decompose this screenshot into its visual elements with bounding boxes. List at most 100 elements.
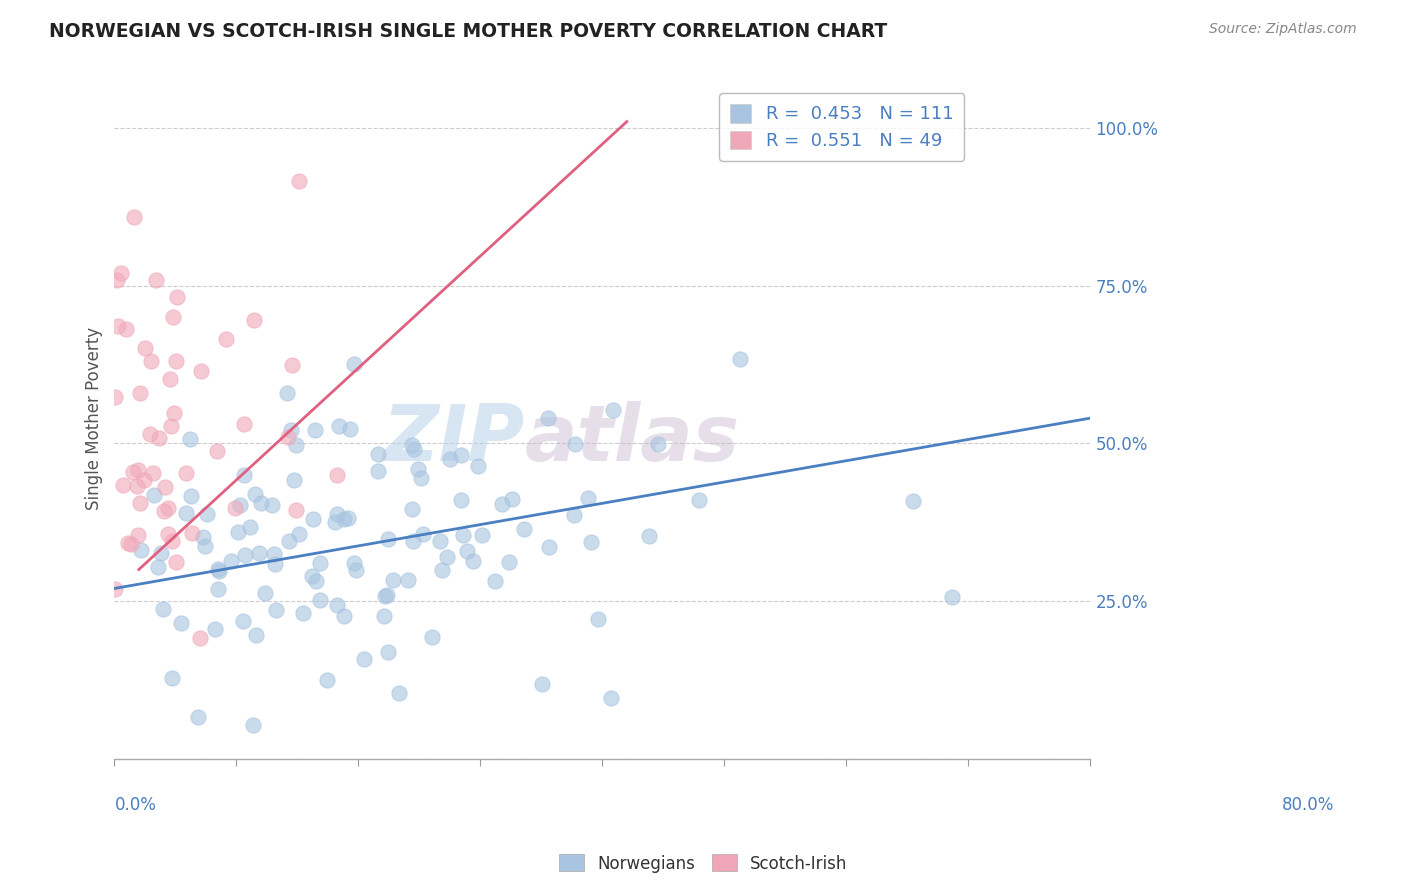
Y-axis label: Single Mother Poverty: Single Mother Poverty	[86, 326, 103, 509]
Point	[377, 532, 399, 546]
Point	[188, 631, 211, 645]
Point	[160, 534, 183, 549]
Point	[247, 546, 270, 560]
Point	[941, 591, 963, 605]
Point	[153, 480, 176, 494]
Point	[121, 465, 143, 479]
Point	[412, 526, 434, 541]
Point	[191, 530, 214, 544]
Point	[581, 535, 603, 549]
Point	[224, 500, 246, 515]
Point	[229, 498, 252, 512]
Point	[537, 410, 560, 425]
Point	[232, 614, 254, 628]
Point	[281, 359, 304, 373]
Point	[242, 313, 264, 327]
Point	[157, 527, 180, 541]
Point	[406, 462, 429, 476]
Legend: Norwegians, Scotch-Irish: Norwegians, Scotch-Irish	[553, 847, 853, 880]
Point	[647, 437, 669, 451]
Point	[104, 582, 127, 596]
Point	[127, 479, 149, 493]
Point	[180, 525, 202, 540]
Point	[149, 546, 172, 560]
Point	[308, 556, 330, 570]
Text: Source: ZipAtlas.com: Source: ZipAtlas.com	[1209, 22, 1357, 37]
Point	[187, 710, 209, 724]
Point	[145, 272, 167, 286]
Point	[302, 512, 325, 526]
Text: atlas: atlas	[524, 401, 740, 476]
Point	[242, 718, 264, 732]
Point	[373, 609, 395, 624]
Point	[564, 508, 586, 523]
Point	[142, 488, 165, 502]
Point	[374, 589, 396, 603]
Point	[283, 473, 305, 487]
Point	[339, 422, 361, 436]
Point	[132, 473, 155, 487]
Point	[134, 341, 156, 355]
Point	[586, 612, 609, 626]
Point	[531, 677, 554, 691]
Point	[105, 273, 128, 287]
Point	[208, 564, 231, 578]
Text: 0.0%: 0.0%	[114, 797, 156, 814]
Point	[156, 501, 179, 516]
Point	[215, 332, 238, 346]
Point	[264, 557, 287, 571]
Point	[484, 574, 506, 588]
Point	[180, 489, 202, 503]
Point	[332, 511, 354, 525]
Point	[402, 533, 425, 548]
Point	[114, 321, 136, 335]
Point	[375, 588, 398, 602]
Point	[688, 492, 710, 507]
Point	[250, 496, 273, 510]
Point	[195, 507, 218, 521]
Point	[326, 468, 349, 483]
Point	[305, 574, 328, 588]
Text: NORWEGIAN VS SCOTCH-IRISH SINGLE MOTHER POVERTY CORRELATION CHART: NORWEGIAN VS SCOTCH-IRISH SINGLE MOTHER …	[49, 22, 887, 41]
Point	[129, 543, 152, 558]
Point	[146, 560, 169, 574]
Point	[353, 652, 375, 666]
Point	[367, 447, 389, 461]
Point	[328, 418, 350, 433]
Point	[253, 585, 276, 599]
Point	[207, 562, 229, 576]
Point	[120, 537, 142, 551]
Point	[166, 290, 188, 304]
Point	[122, 211, 145, 225]
Point	[309, 592, 332, 607]
Point	[901, 494, 924, 508]
Point	[190, 364, 212, 378]
Point	[396, 573, 419, 587]
Point	[112, 478, 135, 492]
Point	[159, 371, 181, 385]
Point	[430, 563, 453, 577]
Point	[288, 526, 311, 541]
Point	[204, 622, 226, 636]
Point	[276, 385, 298, 400]
Point	[344, 564, 367, 578]
Point	[278, 533, 301, 548]
Point	[450, 493, 472, 508]
Point	[343, 556, 366, 570]
Point	[343, 357, 366, 371]
Point	[163, 406, 186, 420]
Point	[194, 539, 217, 553]
Point	[436, 549, 458, 564]
Point	[219, 554, 242, 568]
Point	[128, 386, 150, 401]
Point	[152, 602, 174, 616]
Point	[461, 554, 484, 568]
Point	[471, 527, 494, 541]
Point	[401, 502, 423, 516]
Point	[159, 418, 181, 433]
Point	[456, 543, 478, 558]
Point	[179, 432, 201, 446]
Point	[207, 582, 229, 597]
Text: 80.0%: 80.0%	[1282, 797, 1334, 814]
Point	[402, 442, 425, 456]
